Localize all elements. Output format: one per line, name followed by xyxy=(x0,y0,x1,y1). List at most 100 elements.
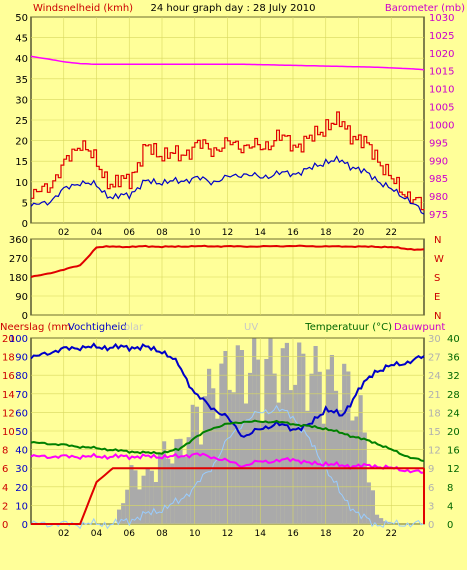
solar-bar xyxy=(157,453,163,524)
solar-bar xyxy=(346,371,351,524)
barometer-tick-label: 1000 xyxy=(429,120,454,131)
solar-bar xyxy=(338,409,343,524)
wind-tick-label: 50 xyxy=(15,13,28,24)
hour-tick-label: 12 xyxy=(222,529,233,539)
uv-line xyxy=(30,404,425,530)
hour-tick-label: 06 xyxy=(124,228,136,238)
solar-bars xyxy=(117,338,392,524)
solar-bar xyxy=(313,346,318,524)
wind-gust-line xyxy=(31,111,425,211)
temperature-tick-label: 0 xyxy=(447,520,453,531)
wind-tick-label: 35 xyxy=(15,75,28,86)
compass-tick-label: S xyxy=(434,273,440,284)
humidity-tick-label: 10 xyxy=(15,501,28,512)
humidity-tick-label: 50 xyxy=(15,427,28,438)
panel3-grid xyxy=(31,337,424,525)
solar-bar xyxy=(190,404,195,524)
degree-tick-label: 180 xyxy=(9,273,28,284)
barometer-tick-label: 1005 xyxy=(429,103,454,114)
hour-tick-label: 14 xyxy=(255,529,267,539)
solar-bar xyxy=(276,402,281,524)
solar-bar xyxy=(186,437,191,524)
solar-tick-label: 24 xyxy=(428,371,441,382)
compass-tick-label: E xyxy=(434,292,440,303)
barometer-tick-label: 1025 xyxy=(429,31,454,42)
solar-bar xyxy=(362,432,367,524)
solar-tick-label: 12 xyxy=(428,446,441,457)
temperature-tick-label: 36 xyxy=(447,353,460,364)
hour-tick-label: 08 xyxy=(156,529,168,539)
hour-tick-label: 16 xyxy=(287,529,299,539)
rain-tick-label: 20 xyxy=(2,334,15,345)
solar-tick-label: 15 xyxy=(428,427,441,438)
wind-tick-label: 5 xyxy=(22,198,28,209)
wind-tick-label: 30 xyxy=(15,95,28,106)
solar-bar xyxy=(141,475,146,524)
solar-bar xyxy=(297,342,302,524)
panel3-series xyxy=(30,342,425,530)
solar-tick-label: 21 xyxy=(428,390,441,401)
solar-tick-label: 27 xyxy=(428,353,441,364)
wind-tick-label: 45 xyxy=(15,34,28,45)
solar-bar xyxy=(329,355,334,524)
temperature-tick-label: 24 xyxy=(447,408,460,419)
panel1-hour-ticks: 02 04 06 08 10 12 14 16 18 20 22 xyxy=(58,228,397,238)
degree-tick-label: 270 xyxy=(9,254,28,265)
solar-tick-label: 6 xyxy=(428,483,434,494)
degree-tick-label: 360 xyxy=(9,235,28,246)
rain-tick-label: 18 xyxy=(2,353,15,364)
temperature-tick-label: 4 xyxy=(447,501,453,512)
hour-tick-label: 02 xyxy=(58,529,69,539)
solar-bar xyxy=(215,418,220,524)
humidity-tick-label: 40 xyxy=(15,446,28,457)
hour-tick-label: 06 xyxy=(124,529,136,539)
temperature-tick-label: 12 xyxy=(447,464,460,475)
hour-tick-label: 22 xyxy=(386,529,397,539)
wind-tick-label: 40 xyxy=(15,54,28,65)
panel3-solar-ticks: 0 3 6 9 12 15 18 21 24 27 30 xyxy=(428,334,441,531)
barometer-tick-label: 985 xyxy=(429,174,448,185)
rain-tick-label: 8 xyxy=(2,446,8,457)
solar-bar xyxy=(219,363,224,524)
humidity-tick-label: 90 xyxy=(15,353,28,364)
barometer-tick-label: 995 xyxy=(429,138,448,149)
rain-tick-label: 14 xyxy=(2,390,15,401)
solar-bar xyxy=(198,444,203,524)
solar-bar xyxy=(182,457,187,524)
rain-tick-label: 2 xyxy=(2,501,8,512)
humidity-axis-label: Vochtigheid xyxy=(68,322,127,333)
solar-bar xyxy=(256,359,261,524)
degree-tick-label: 90 xyxy=(15,292,28,303)
rain-line xyxy=(31,467,424,525)
solar-bar xyxy=(288,390,294,524)
rain-axis-label: Neerslag (mm xyxy=(0,322,71,333)
solar-bar xyxy=(178,438,183,524)
solar-bar xyxy=(301,353,306,524)
temperature-tick-label: 20 xyxy=(447,427,460,438)
solar-tick-label: 9 xyxy=(428,464,434,475)
wind-tick-label: 10 xyxy=(15,178,28,189)
hour-tick-label: 20 xyxy=(353,228,365,238)
solar-bar xyxy=(264,359,269,524)
panel1-barometer-ticks: 975 980 985 990 995 1000 1005 1010 1015 1020 1025 1… xyxy=(429,13,454,221)
wind-tick-label: 15 xyxy=(15,157,28,168)
rain-tick-label: 6 xyxy=(2,464,8,475)
panel2-series xyxy=(30,244,425,278)
hour-tick-label: 10 xyxy=(189,228,201,238)
humidity-tick-label: 100 xyxy=(9,334,28,345)
solar-bar xyxy=(358,395,363,524)
hour-tick-label: 20 xyxy=(353,529,365,539)
compass-tick-label: N xyxy=(434,235,441,246)
solar-bar xyxy=(129,465,134,524)
solar-bar xyxy=(243,403,249,524)
solar-bar xyxy=(374,514,380,524)
hour-tick-label: 04 xyxy=(91,228,103,238)
solar-bar xyxy=(342,363,347,524)
uv-axis-label: UV xyxy=(244,322,258,333)
panel3-temperature-ticks: 0 4 8 12 16 20 24 28 32 36 40 xyxy=(447,334,460,531)
dewpoint-axis-label: Dauwpunt xyxy=(394,322,445,333)
solar-bar xyxy=(174,439,179,524)
solar-bar xyxy=(235,345,240,524)
